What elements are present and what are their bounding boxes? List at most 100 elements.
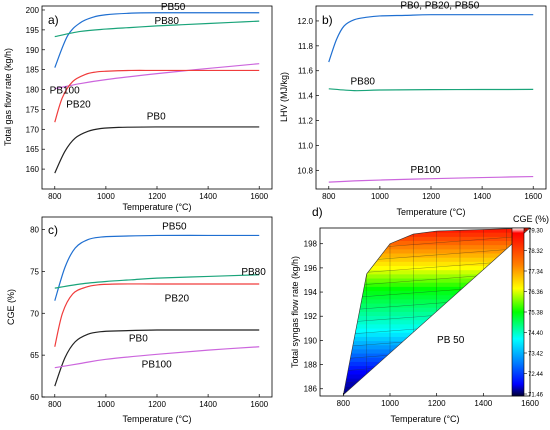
contour-band <box>343 290 530 296</box>
colorbar-tick-label: 74.40 <box>528 331 544 337</box>
y-tick-label: 11.6 <box>298 67 314 76</box>
y-tick-label: 60 <box>30 393 39 402</box>
contour-band <box>343 294 530 300</box>
y-ticks-c: 60 65 70 75 80 <box>30 226 45 402</box>
y-tick-label: 190 <box>304 336 318 345</box>
series-label: PB80 <box>351 76 376 87</box>
y-tick-label: 10.8 <box>297 166 313 175</box>
y-tick-label: 185 <box>26 66 40 75</box>
contour-band <box>343 382 530 387</box>
series-line-pb50 <box>54 234 260 301</box>
y-tick-label: 190 <box>26 46 40 55</box>
contour-band <box>343 286 530 292</box>
panel-label-a: a) <box>48 13 59 27</box>
series-a <box>54 12 260 174</box>
contour-band <box>343 307 530 312</box>
chart-panel-d: d) PB 50 Temperature (°C) Total syngas f… <box>290 205 549 424</box>
x-ticks-c: 800 1000 1200 1400 1600 <box>48 394 269 409</box>
x-tick-label: 1600 <box>524 192 542 201</box>
x-ticks-b: 800 1000 1200 1400 1600 <box>322 186 543 201</box>
contour-band <box>343 390 530 395</box>
contour-band <box>343 311 530 317</box>
y-tick-label: 80 <box>30 226 39 235</box>
panel-label-c: c) <box>48 223 58 237</box>
series-label: PB80 <box>154 16 179 27</box>
y-tick-label: 11.8 <box>298 42 314 51</box>
x-tick-label: 1400 <box>474 399 492 408</box>
y-tick-label: 12.0 <box>297 17 313 26</box>
plot-frame-a <box>41 5 273 190</box>
contour-region <box>343 228 530 395</box>
contour-band <box>343 273 530 279</box>
contour-band <box>343 261 530 267</box>
contour-band <box>343 361 530 367</box>
colorbar-ticks: 79.30 78.32 77.34 76.36 75.38 74.40 73.42 72.44… <box>524 229 544 399</box>
x-tick-label: 1600 <box>250 400 268 409</box>
y-tick-label: 11.0 <box>298 141 314 150</box>
contour-band <box>343 257 530 262</box>
series-labels-a: PB50 PB80 PB100 PB20 PB0 <box>50 2 186 122</box>
x-tick-label: 1000 <box>97 400 115 409</box>
x-tick-label: 1400 <box>473 192 491 201</box>
series-label: PB50 <box>162 222 187 233</box>
contour-band <box>343 323 530 329</box>
contour-band <box>343 240 530 246</box>
y-tick-label: 165 <box>26 145 40 154</box>
panel-label-b: b) <box>322 13 333 27</box>
y-ticks-b: 10.8 11.0 11.2 11.4 11.6 11.8 12.0 <box>297 17 319 175</box>
x-tick-label: 800 <box>48 192 62 201</box>
x-tick-label: 1200 <box>422 192 440 201</box>
x-tick-label: 1200 <box>148 192 166 201</box>
y-tick-label: 11.4 <box>298 92 314 101</box>
x-tick-label: 1000 <box>371 192 389 201</box>
series-label: PB100 <box>142 360 172 371</box>
series-line-pb50 <box>54 12 260 68</box>
x-tick-label: 1200 <box>148 400 166 409</box>
series-line-pb0 <box>54 329 260 387</box>
x-axis-label-a: Temperature (°C) <box>122 202 191 212</box>
x-axis-label-d: Temperature (°C) <box>390 414 459 424</box>
y-tick-label: 195 <box>26 26 40 35</box>
contour-band <box>343 244 530 250</box>
y-tick-label: 192 <box>304 312 318 321</box>
y-tick-label: 198 <box>304 240 318 249</box>
series-line-pb0 <box>54 126 260 174</box>
y-axis-label-d: Total syngas flow rate (kg/h) <box>290 256 300 368</box>
y-tick-label: 175 <box>26 105 40 114</box>
plot-frame-b <box>315 5 547 190</box>
colorbar-tick-label: 76.36 <box>528 290 544 296</box>
x-tick-label: 800 <box>48 400 62 409</box>
y-ticks-d: 186 188 190 192 194 196 198 <box>304 240 323 394</box>
colorbar-tick-label: 72.44 <box>528 372 544 378</box>
contour-band <box>343 248 530 254</box>
y-tick-label: 70 <box>30 309 39 318</box>
contour-band <box>343 236 530 242</box>
contour-band <box>343 303 530 308</box>
series-line-pb20 <box>54 283 260 347</box>
y-ticks-a: 160 165 170 175 180 185 190 195 200 <box>26 6 45 174</box>
plot-frame-d <box>319 227 531 397</box>
series-line-pb0-pb20-pb50 <box>328 14 534 63</box>
y-axis-label-a: Total gas flow rate (kg/h) <box>3 48 13 146</box>
contour-band <box>343 340 530 346</box>
series-label: PB0 <box>129 334 148 345</box>
contour-band <box>343 373 530 379</box>
y-axis-label-c: CGE (%) <box>6 289 16 325</box>
series-label: PB0, PB20, PB50 <box>400 0 479 11</box>
series-b <box>328 14 534 183</box>
colorbar-tick-label: 77.34 <box>528 270 544 276</box>
y-tick-label: 180 <box>26 86 40 95</box>
colorbar-tick-label: 71.46 <box>528 393 544 399</box>
series-c <box>54 234 260 387</box>
x-tick-label: 1400 <box>199 400 217 409</box>
y-tick-label: 196 <box>304 264 318 273</box>
series-labels-c: PB50 PB80 PB20 PB0 PB100 <box>129 222 266 371</box>
colorbar-tick-label: 75.38 <box>528 311 544 317</box>
colorbar-title: CGE (%) <box>513 214 549 224</box>
series-line-pb100 <box>54 63 260 90</box>
series-label: PB100 <box>50 86 80 97</box>
y-tick-label: 188 <box>304 361 318 370</box>
y-tick-label: 170 <box>26 125 40 134</box>
x-tick-label: 1200 <box>428 399 446 408</box>
series-line-pb20 <box>54 69 260 123</box>
